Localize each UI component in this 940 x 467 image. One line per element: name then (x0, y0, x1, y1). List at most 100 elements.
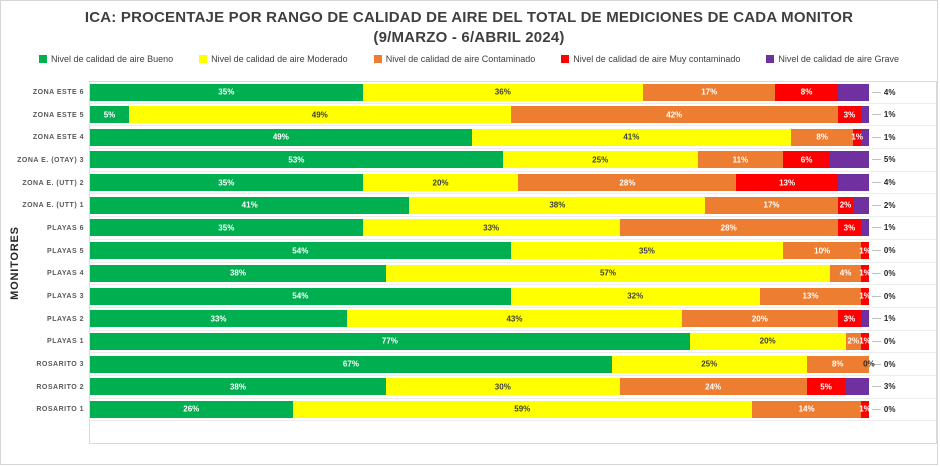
legend-item-contaminado: Nivel de calidad de aire Contaminado (373, 54, 535, 64)
category-label: PLAYAS 1 (47, 338, 84, 346)
segment-value-label: 20% (751, 314, 768, 324)
row-plot (89, 421, 937, 444)
segment-value-label: 33% (210, 314, 227, 324)
bar-segment-muy-contaminado: 8% (775, 83, 838, 101)
bar-rows: ZONA ESTE 6 35% 36% 17% 8% 4% ZONA ESTE 5 5% 49%… (1, 81, 937, 444)
empty-row (1, 421, 937, 444)
bar-segment-bueno: 41% (90, 196, 410, 214)
bar-segment-muy-contaminado: 5% (806, 378, 846, 396)
segment-value-label: 4% (839, 268, 852, 278)
legend-label: Nivel de calidad de aire Moderado (211, 54, 348, 64)
grave-end-label: 0% (871, 336, 896, 346)
bar-segment-moderado: 20% (689, 332, 846, 350)
grave-end-label: 4% (871, 178, 896, 188)
bar-segment-muy-contaminado: 13% (736, 174, 838, 192)
stacked-bar: 26% 59% 14% 1% (90, 400, 871, 418)
grave-end-label: 0% (871, 405, 895, 414)
end-label-value: 2% (883, 200, 896, 210)
segment-value-label: 49% (311, 110, 328, 120)
end-label-value: 0% (883, 268, 896, 278)
row-plot: 77% 20% 2% 1% 0% (89, 330, 937, 354)
segment-value-label: 17% (701, 87, 718, 97)
bar-row: PLAYAS 6 35% 33% 28% 3% 1% (1, 217, 937, 240)
segment-value-label: 10% (814, 246, 831, 256)
legend-label: Nivel de calidad de aire Grave (778, 54, 899, 64)
bar-row: ROSARITO 2 38% 30% 24% 5% 3% (1, 375, 937, 399)
leader-line (871, 318, 881, 320)
bar-segment-bueno: 77% (90, 332, 690, 350)
segment-value-label: 41% (241, 200, 258, 210)
stacked-bar: 54% 35% 10% 1% (90, 242, 871, 260)
category-label: PLAYAS 4 (47, 270, 84, 278)
segment-value-label: 8% (800, 87, 813, 97)
bar-segment-moderado: 20% (362, 174, 519, 192)
bar-segment-bueno: 54% (90, 287, 511, 305)
grave-end-label: 0% (871, 246, 896, 256)
bar-segment-bueno: 53% (90, 151, 503, 169)
stacked-bar: 35% 33% 28% 3% (90, 219, 869, 237)
segment-value-label: 5% (103, 110, 116, 120)
segment-value-label: 8% (816, 132, 828, 142)
end-label-value: 4% (883, 178, 896, 188)
bar-segment-muy-contaminado: 3% (837, 106, 862, 124)
bar-row: ZONA ESTE 6 35% 36% 17% 8% 4% (1, 81, 937, 104)
bar-segment-muy-contaminado: 1% (859, 332, 871, 350)
bar-segment-contaminado: 4% (829, 264, 862, 282)
segment-value-label: 33% (483, 223, 500, 233)
stacked-bar: 53% 25% 11% 6% (90, 151, 869, 169)
bar-row: PLAYAS 1 77% 20% 2% 1% 0% (1, 330, 937, 354)
legend-item-bueno: Nivel de calidad de aire Bueno (39, 54, 173, 64)
grave-end-label: 0% (871, 360, 895, 369)
leader-line (871, 272, 881, 274)
bar-row: ZONA ESTE 5 5% 49% 42% 3% 1% (1, 103, 937, 127)
bar-segment-bueno: 33% (90, 310, 348, 328)
segment-value-label: 2% (839, 200, 852, 210)
stacked-bar: 54% 32% 13% 1% (90, 287, 871, 305)
bar-segment-contaminado: 2% (845, 332, 862, 350)
bar-segment-moderado: 25% (502, 151, 698, 169)
bar-segment-contaminado: 28% (619, 219, 838, 237)
segment-value-label: 14% (798, 404, 815, 414)
leader-line (871, 295, 881, 297)
category-label: ZONA ESTE 6 (32, 88, 84, 96)
grave-end-label: 4% (871, 88, 895, 97)
end-label-value: 0% (883, 336, 896, 346)
segment-value-label: 77% (381, 336, 398, 346)
leader-line (871, 136, 881, 138)
end-label-value: 1% (883, 132, 896, 142)
grave-end-label: 1% (871, 132, 896, 142)
grave-end-label: 3% (871, 382, 895, 391)
category-label: PLAYAS 5 (47, 247, 84, 255)
row-plot: 53% 25% 11% 6% 5% (89, 149, 937, 172)
legend-swatch-grave (766, 55, 775, 63)
segment-value-label: 5% (820, 382, 832, 392)
y-axis-title: MONITORES (9, 225, 21, 300)
bar-segment-muy-contaminado: 2% (837, 196, 854, 214)
segment-value-label: 3% (843, 223, 856, 233)
bar-segment-bueno: 26% (90, 400, 293, 418)
segment-value-label: 57% (599, 268, 616, 278)
end-label-value: 0% (883, 246, 896, 256)
bar-segment-grave (861, 310, 869, 328)
stacked-bar: 5% 49% 42% 3% (90, 106, 869, 124)
segment-value-label: 35% (218, 223, 235, 233)
bar-segment-contaminado: 20% (681, 310, 838, 328)
bar-row: ZONA E. (OTAY) 3 53% 25% 11% 6% 5% (1, 149, 937, 172)
leader-line (871, 227, 881, 229)
grave-end-label: 1% (871, 314, 896, 324)
bar-row: ZONA E. (UTT) 1 41% 38% 17% 2% 2% (1, 194, 937, 218)
row-plot: 54% 35% 10% 1% 0% (89, 239, 937, 263)
segment-value-label: 1% (859, 291, 871, 301)
bar-segment-contaminado: 14% (752, 400, 862, 418)
end-label-value: 0% (883, 291, 896, 301)
bar-segment-muy-contaminado: 3% (837, 219, 862, 237)
end-label-value: 1% (883, 314, 896, 324)
grave-end-label: 5% (871, 155, 895, 164)
segment-value-label: 35% (218, 87, 235, 97)
category-label: ZONA E. (OTAY) 3 (17, 156, 84, 164)
bar-segment-bueno: 54% (90, 242, 511, 260)
leader-line (871, 114, 881, 116)
segment-value-label: 13% (779, 178, 796, 188)
segment-value-label: 38% (229, 382, 246, 392)
category-label: ZONA ESTE 5 (32, 111, 84, 119)
